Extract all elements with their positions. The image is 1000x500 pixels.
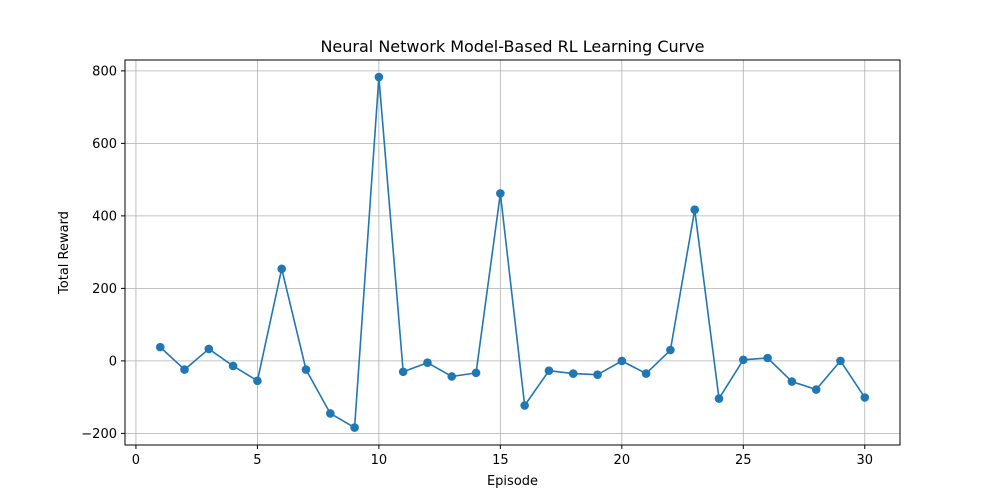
series-line [159, 76, 866, 429]
x-tick-label: 10 [371, 453, 388, 468]
data-point [180, 365, 189, 374]
ticks: 0 5 10 15 20 25 30 −200 0 200 400 600 800 [81, 64, 873, 468]
plot-frame [124, 59, 901, 446]
x-tick-label: 15 [492, 453, 509, 468]
x-axis-label: Episode [487, 474, 538, 489]
data-point [690, 205, 700, 215]
data-point [593, 370, 602, 379]
data-point [666, 345, 675, 355]
x-tick-label: 30 [856, 453, 873, 468]
grid [125, 60, 900, 445]
y-tick-label: 800 [92, 64, 117, 79]
data-point [544, 366, 554, 375]
x-tick-label: 20 [614, 453, 631, 468]
data-point [860, 393, 870, 402]
y-tick-label: 200 [92, 282, 117, 297]
data-point [787, 377, 797, 386]
y-tick-label: −200 [81, 427, 117, 442]
data-point [520, 401, 529, 410]
data-point [204, 344, 214, 354]
chart-title: Neural Network Model-Based RL Learning C… [320, 37, 704, 56]
data-point [836, 356, 845, 366]
y-tick-label: 0 [109, 354, 117, 369]
data-point [714, 394, 724, 403]
x-tick-label: 25 [735, 453, 752, 468]
data-point [301, 365, 311, 374]
data-point [155, 342, 165, 352]
data-point [471, 368, 481, 378]
data-point [228, 361, 238, 371]
data-point [423, 358, 432, 368]
data-point [277, 264, 287, 274]
data-point [496, 189, 505, 198]
data-point [811, 385, 821, 394]
data-point [617, 356, 627, 366]
data-point [739, 355, 748, 365]
data-point [374, 72, 384, 82]
data-point [568, 369, 578, 378]
series-layer [155, 72, 870, 432]
data-point [350, 423, 359, 432]
data-point [325, 409, 335, 418]
data-point [253, 376, 262, 386]
y-tick-label: 400 [92, 209, 117, 224]
y-axis-label: Total Reward [57, 211, 72, 295]
x-tick-label: 0 [132, 453, 140, 468]
data-point [763, 353, 772, 363]
y-tick-label: 600 [92, 137, 117, 152]
data-point [398, 367, 408, 377]
x-tick-label: 5 [253, 453, 261, 468]
data-point [641, 369, 651, 378]
data-point [447, 372, 457, 381]
